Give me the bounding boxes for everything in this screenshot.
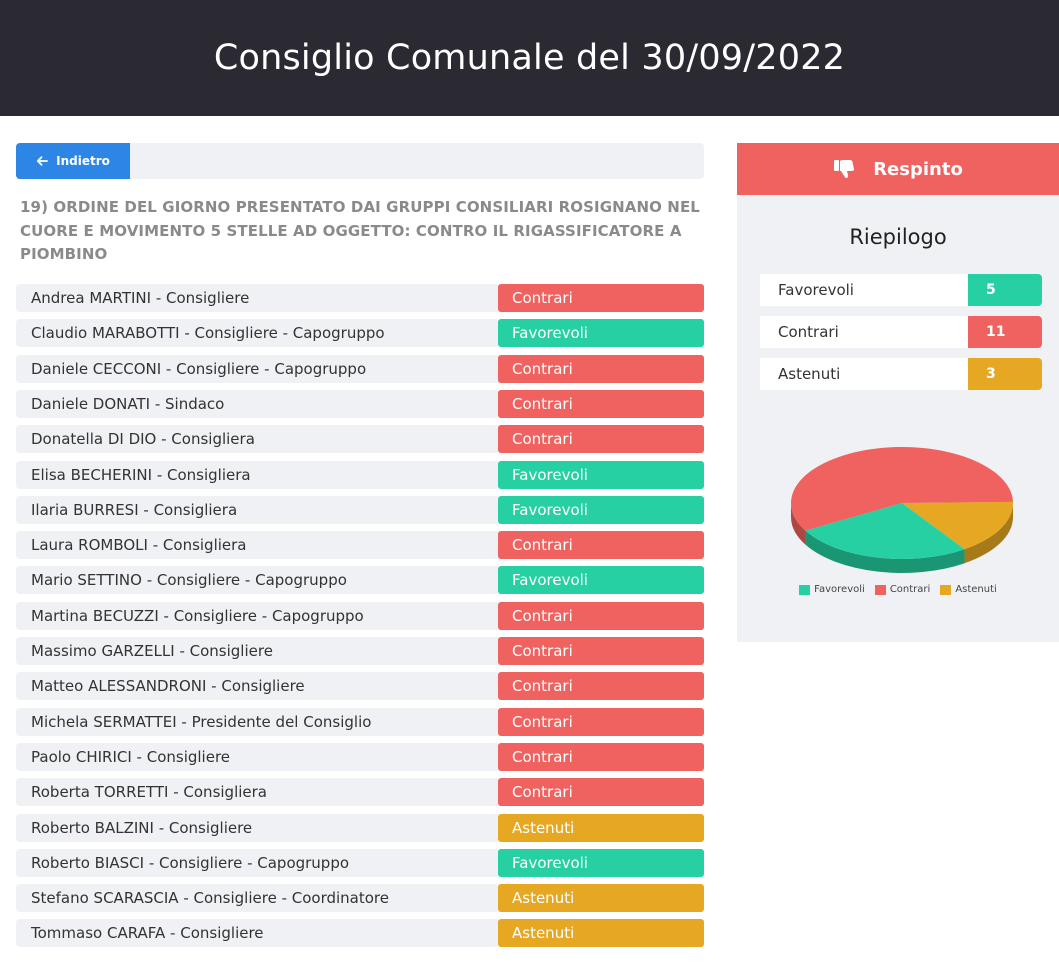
- councillor-name: Matteo ALESSANDRONI - Consigliere: [16, 672, 498, 701]
- councillor-name: Elisa BECHERINI - Consigliera: [16, 460, 498, 489]
- thumbs-down-icon: [834, 160, 855, 178]
- councillor-name: Massimo GARZELLI - Consigliere: [16, 637, 498, 665]
- vote-row: Tommaso CARAFA - Consigliere Astenuti: [16, 919, 704, 948]
- vote-row: Paolo CHIRICI - Consigliere Contrari: [16, 742, 704, 771]
- councillor-name: Donatella DI DIO - Consigliera: [16, 425, 498, 454]
- page-title: Consiglio Comunale del 30/09/2022: [213, 38, 846, 78]
- vote-row: Daniele DONATI - Sindaco Contrari: [16, 389, 704, 418]
- legend-swatch: [874, 584, 886, 595]
- arrow-left-icon: [37, 156, 49, 166]
- summary-row: Favorevoli 5: [760, 274, 1042, 306]
- pie-slice-favorevoli: [805, 503, 965, 559]
- page-header: Consiglio Comunale del 30/09/2022: [0, 0, 1059, 116]
- councillor-name: Andrea MARTINI - Consigliere: [16, 284, 498, 312]
- vote-badge: Contrari: [498, 672, 704, 701]
- vote-badge: Contrari: [498, 707, 704, 736]
- vote-row: Roberto BIASCI - Consigliere - Capogrupp…: [16, 848, 704, 877]
- vote-badge: Contrari: [498, 284, 704, 312]
- vote-row: Massimo GARZELLI - Consigliere Contrari: [16, 637, 704, 665]
- vote-row: Laura ROMBOLI - Consigliera Contrari: [16, 531, 704, 560]
- councillor-name: Paolo CHIRICI - Consigliere: [16, 742, 498, 771]
- councillor-name: Mario SETTINO - Consigliere - Capogruppo: [16, 566, 498, 595]
- vote-badge: Favorevoli: [498, 495, 704, 524]
- vote-row: Ilaria BURRESI - Consigliera Favorevoli: [16, 495, 704, 524]
- councillor-name: Claudio MARABOTTI - Consigliere - Capogr…: [16, 319, 498, 348]
- result-panel: Respinto Riepilogo Favorevoli 5 Contrari 11…: [737, 143, 1059, 642]
- legend-label: Contrari: [889, 584, 931, 595]
- pie-slice-astenuti: [902, 501, 1013, 550]
- councillor-name: Daniele DONATI - Sindaco: [16, 389, 498, 418]
- vote-badge: Contrari: [498, 742, 704, 771]
- vote-badge: Contrari: [498, 531, 704, 560]
- back-button[interactable]: Indietro: [16, 143, 130, 179]
- pie-slice-side: [805, 530, 965, 573]
- vote-badge: Contrari: [498, 389, 704, 418]
- back-toolbar: Indietro: [16, 143, 704, 179]
- summary-label: Contrari: [760, 316, 968, 348]
- vote-badge: Favorevoli: [498, 566, 704, 595]
- councillor-name: Michela SERMATTEI - Presidente del Consi…: [16, 707, 498, 736]
- councillor-name: Stefano SCARASCIA - Consigliere - Coordi…: [16, 884, 498, 913]
- vote-row: Daniele CECCONI - Consigliere - Capogrup…: [16, 354, 704, 383]
- councillor-name: Roberto BIASCI - Consigliere - Capogrupp…: [16, 848, 498, 877]
- legend-label: Favorevoli: [814, 584, 865, 595]
- legend-item: Astenuti: [940, 584, 997, 595]
- pie-slice-side: [964, 503, 1013, 564]
- vote-badge: Astenuti: [498, 884, 704, 913]
- councillor-name: Martina BECUZZI - Consigliere - Capogrup…: [16, 601, 498, 630]
- legend-label: Astenuti: [955, 584, 997, 595]
- summary-row: Astenuti 3: [760, 358, 1042, 390]
- summary-value: 5: [968, 274, 1042, 306]
- back-button-label: Indietro: [56, 154, 110, 168]
- chart-legend: Favorevoli Contrari Astenuti: [737, 584, 1059, 595]
- vote-row: Roberta TORRETTI - Consigliera Contrari: [16, 778, 704, 807]
- vote-badge: Favorevoli: [498, 319, 704, 348]
- vote-badge: Favorevoli: [498, 848, 704, 877]
- vote-badge: Contrari: [498, 778, 704, 807]
- councillor-name: Daniele CECCONI - Consigliere - Capogrup…: [16, 354, 498, 383]
- pie-slice-side: [791, 503, 806, 545]
- summary-label: Astenuti: [760, 358, 968, 390]
- vote-badge: Favorevoli: [498, 460, 704, 489]
- summary-label: Favorevoli: [760, 274, 968, 306]
- vote-row: Claudio MARABOTTI - Consigliere - Capogr…: [16, 319, 704, 348]
- vote-badge: Contrari: [498, 354, 704, 383]
- summary-value: 3: [968, 358, 1042, 390]
- councillor-name: Roberta TORRETTI - Consigliera: [16, 778, 498, 807]
- legend-swatch: [940, 584, 952, 595]
- councillor-name: Tommaso CARAFA - Consigliere: [16, 919, 498, 948]
- summary-row: Contrari 11: [760, 316, 1042, 348]
- summary-title: Riepilogo: [849, 225, 947, 249]
- councillor-name: Roberto BALZINI - Consigliere: [16, 813, 498, 842]
- vote-badge: Astenuti: [498, 919, 704, 948]
- pie-slice-contrari: [791, 447, 1013, 531]
- vote-row: Roberto BALZINI - Consigliere Astenuti: [16, 813, 704, 842]
- vote-badge: Contrari: [498, 425, 704, 454]
- vote-pie-chart: [737, 433, 1059, 613]
- agenda-item-title: 19) ORDINE DEL GIORNO PRESENTATO DAI GRU…: [20, 198, 700, 263]
- vote-row: Michela SERMATTEI - Presidente del Consi…: [16, 707, 704, 736]
- vote-badge: Contrari: [498, 601, 704, 630]
- legend-swatch: [799, 584, 811, 595]
- vote-row: Stefano SCARASCIA - Consigliere - Coordi…: [16, 884, 704, 913]
- vote-row: Donatella DI DIO - Consigliera Contrari: [16, 425, 704, 454]
- legend-item: Favorevoli: [799, 584, 865, 595]
- vote-badge: Contrari: [498, 637, 704, 665]
- councillor-name: Laura ROMBOLI - Consigliera: [16, 531, 498, 560]
- vote-row: Matteo ALESSANDRONI - Consigliere Contrar…: [16, 672, 704, 701]
- legend-item: Contrari: [874, 584, 931, 595]
- pie-svg: [791, 447, 1013, 573]
- vote-row: Elisa BECHERINI - Consigliera Favorevoli: [16, 460, 704, 489]
- vote-row: Martina BECUZZI - Consigliere - Capogrup…: [16, 601, 704, 630]
- vote-row: Mario SETTINO - Consigliere - Capogruppo…: [16, 566, 704, 595]
- vote-badge: Astenuti: [498, 813, 704, 842]
- councillor-name: Ilaria BURRESI - Consigliera: [16, 495, 498, 524]
- result-label: Respinto: [873, 158, 963, 180]
- vote-row: Andrea MARTINI - Consigliere Contrari: [16, 284, 704, 312]
- summary-value: 11: [968, 316, 1042, 348]
- result-status: Respinto: [737, 143, 1059, 195]
